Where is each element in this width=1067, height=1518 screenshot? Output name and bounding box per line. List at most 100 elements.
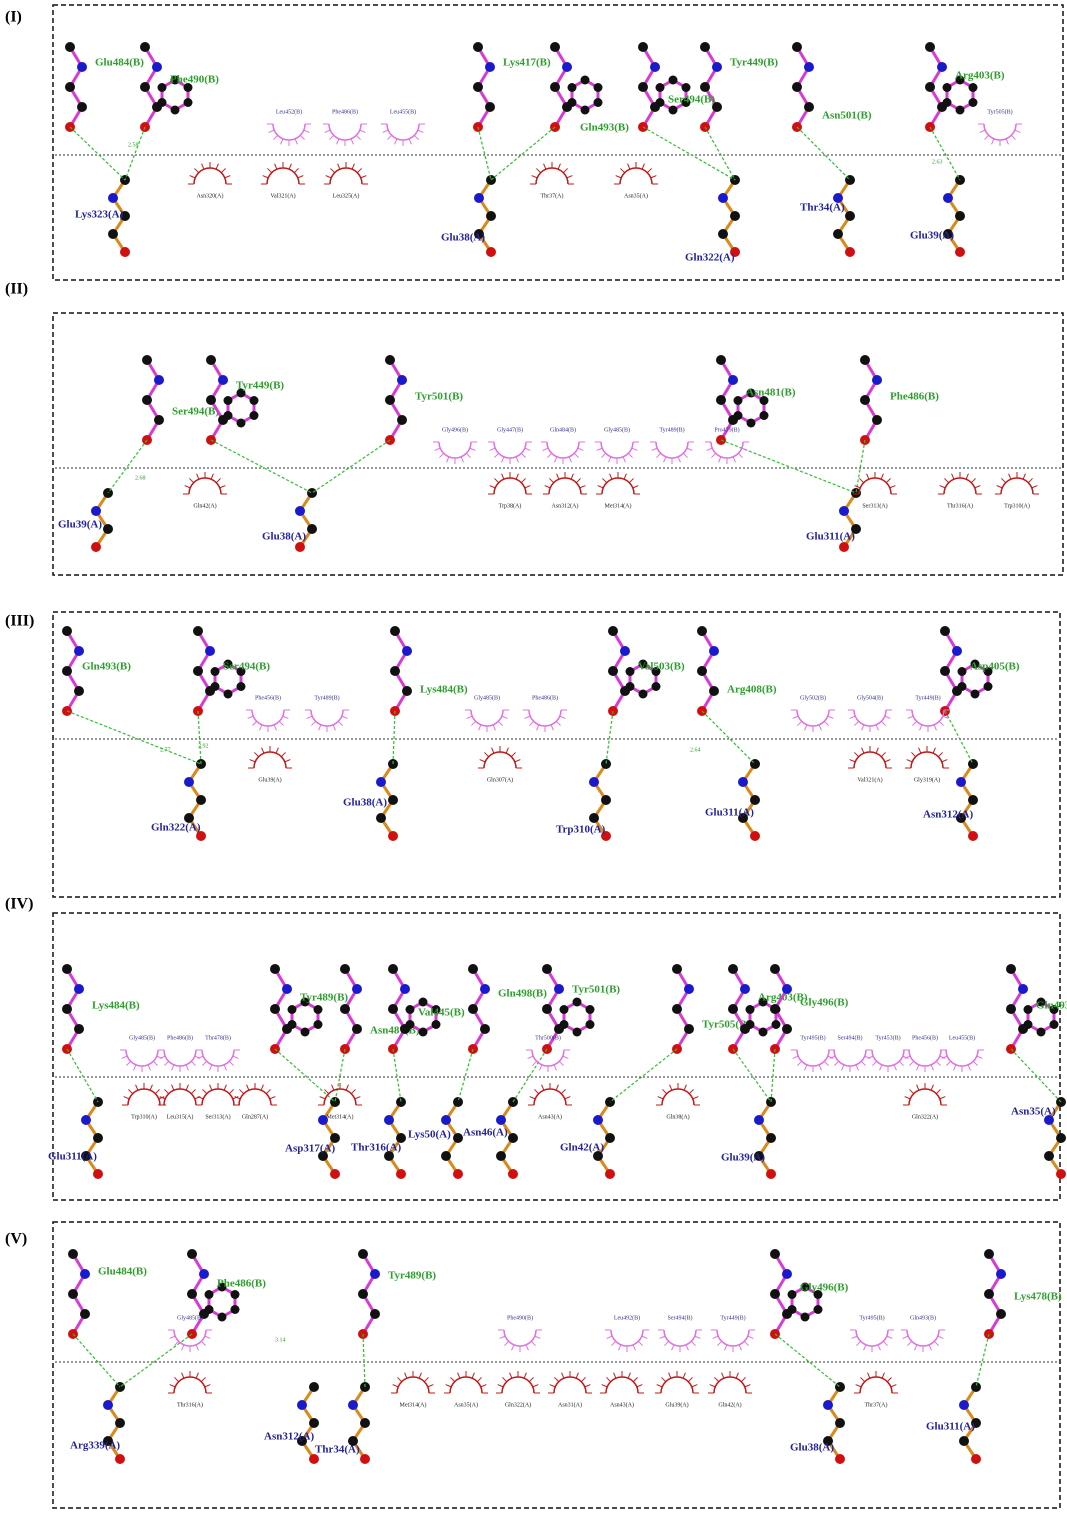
atom [750, 795, 760, 805]
hydrophobic-spike [632, 485, 639, 489]
hydrophobic-a-label: Val321(A) [857, 776, 882, 783]
atom [754, 1151, 764, 1161]
panel-label: (IV) [5, 896, 33, 913]
atom [236, 682, 246, 691]
chain-b-residue: Asp405(B) [970, 661, 1020, 673]
hydrophobic-spike [860, 1060, 866, 1066]
hydrophobic-spike [337, 163, 341, 170]
atom [580, 75, 590, 85]
atom [140, 82, 150, 92]
hydrophobic-spike [641, 163, 645, 170]
hydrophobic-spike [984, 134, 990, 140]
hydrophobic-spike [319, 1096, 326, 1100]
hydrophobic-a-label: Met314(A) [605, 502, 632, 509]
atom [217, 1282, 227, 1292]
atom [77, 102, 87, 112]
panel: (V) Glu484(B) Phe486(B) Tyr489(B) Gly496(B) L… [5, 1221, 1062, 1509]
atom [205, 686, 215, 696]
hydrophobic-spike [562, 1055, 569, 1059]
hydrophobic-spike [738, 1344, 742, 1351]
atom [103, 524, 113, 534]
hydrophobic-a-label: Thr37(A) [865, 1401, 888, 1408]
hydrophobic-arc [238, 1088, 272, 1106]
atom [970, 689, 980, 699]
atom [968, 98, 978, 107]
bond-distance: 2.92 [198, 743, 209, 749]
hydrophobic-spike [149, 1084, 153, 1091]
hydrophobic-b-label: Tyr489(B) [659, 426, 684, 433]
atom [230, 1305, 240, 1314]
atom [681, 98, 691, 107]
hydrogen-bond [701, 710, 756, 765]
atom [358, 1249, 368, 1259]
atom [716, 355, 726, 365]
panel-border [52, 1221, 1061, 1509]
atom [223, 689, 233, 699]
atom [223, 659, 233, 669]
atom [684, 1024, 694, 1034]
hydrophobic-a-label: Ser313(A) [862, 502, 887, 509]
atom [1023, 1005, 1033, 1014]
hydrophobic-spike [573, 452, 579, 458]
hydrophobic-spike [159, 1055, 166, 1059]
atom [120, 211, 130, 221]
atom [955, 247, 965, 257]
atom [196, 759, 206, 769]
hydrophobic-spike [609, 473, 613, 480]
atom [740, 1024, 750, 1034]
atom [236, 418, 246, 428]
hydrophobic-spike [294, 138, 298, 145]
atom [804, 102, 814, 112]
hydrophobic-spike [265, 1089, 271, 1095]
chain-b-residue: Asn501(B) [822, 110, 872, 122]
hydrophobic-spike [823, 720, 829, 726]
hydrophobic-spike [232, 1055, 239, 1059]
hydrophobic-spike [682, 1372, 686, 1379]
hydrophobic-arc [125, 1049, 159, 1067]
hydrophobic-spike [297, 175, 304, 179]
atom [390, 626, 400, 636]
panel-border [52, 611, 1061, 898]
hydrophobic-b-label: Thr500(B) [535, 1034, 561, 1041]
hydrophobic-a-label: Asn312(A) [552, 502, 579, 509]
hydrophobic-spike [1027, 478, 1033, 484]
atom [601, 759, 611, 769]
atom [204, 1290, 214, 1299]
atom [170, 105, 180, 115]
atom [1056, 1169, 1066, 1179]
hydrophobic-arc [600, 441, 634, 459]
atom [405, 1005, 415, 1014]
atom [91, 542, 101, 552]
chain-b-residue: Ser494(B) [223, 661, 270, 673]
atom [620, 686, 630, 696]
hydrophobic-arc [503, 1329, 537, 1347]
hydrophobic-spike [164, 1089, 170, 1095]
atom [835, 1454, 845, 1464]
chain-b-residue: Lys417(B) [503, 57, 551, 69]
atom [758, 997, 768, 1007]
atom [593, 83, 603, 92]
atom [800, 1282, 810, 1292]
hydrophobic-arc [470, 709, 504, 727]
hydrophobic-spike [859, 478, 865, 484]
atom [996, 1269, 1006, 1279]
chain-b-residue: Glu484(B) [95, 57, 144, 69]
hydrophobic-a-label: Trp310(A) [1004, 502, 1030, 509]
hydrophobic-spike [613, 1372, 617, 1379]
hydrophobic-spike [615, 175, 622, 179]
atom [1044, 1115, 1054, 1125]
bond-distance: 2.68 [135, 475, 146, 481]
bond-distance: 3.14 [275, 1337, 286, 1343]
hydrophobic-a-label: Gln287(A) [242, 1113, 268, 1120]
atom [388, 964, 398, 974]
hydrophobic-spike [580, 1377, 586, 1383]
hydrophobic-spike [273, 724, 277, 731]
atom [431, 1020, 441, 1029]
atom [93, 1169, 103, 1179]
chain-b-residue: Gln493(B) [580, 122, 629, 134]
chain-b-residue: Phe490(B) [170, 74, 219, 86]
atom [370, 1309, 380, 1319]
hydrophobic-arc [533, 1088, 567, 1106]
atom [360, 1454, 370, 1464]
hydrophobic-spike [706, 447, 713, 451]
